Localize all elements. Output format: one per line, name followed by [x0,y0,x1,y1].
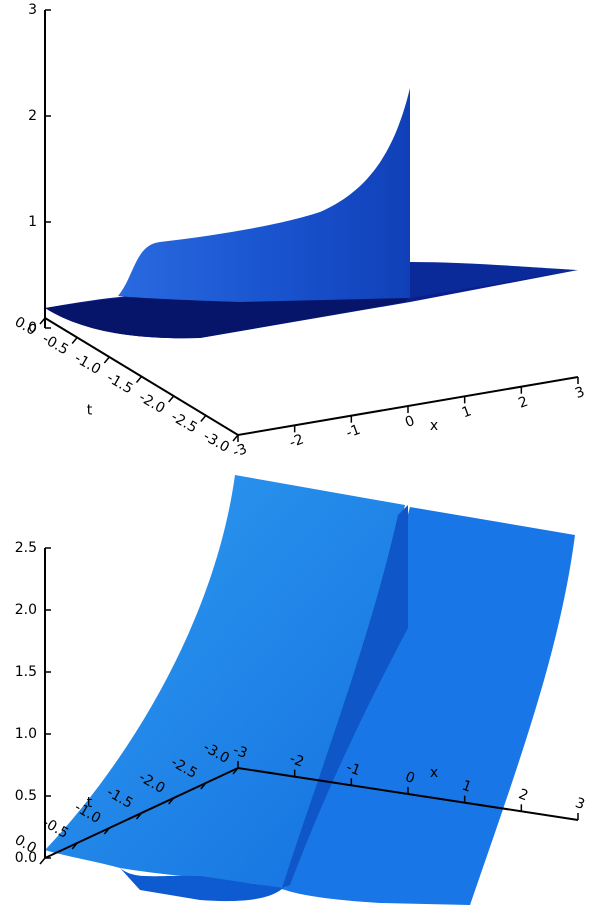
y-tick-label: -2.5 [168,409,200,437]
y-axis-label: t [87,795,93,811]
z-tick-label: 3 [28,2,37,18]
y-tick-label: -3.0 [200,428,232,456]
x-tick-label: 0 [403,413,417,431]
y-tick [232,767,239,775]
y-tick [39,857,46,865]
y-tick-label: -0.5 [39,331,71,359]
x-axis-label: x [430,765,438,781]
x-tick-label: -3 [231,441,250,461]
y-axis-label: t [87,403,93,419]
z-tick-label: 0.0 [15,850,37,866]
y-tick [232,434,239,442]
x-tick-label: -1 [344,759,363,779]
x-tick-label: 2 [516,786,530,804]
y-tick [103,827,110,835]
x-tick-label: -1 [344,422,363,442]
y-tick [71,842,78,850]
surface-right [285,507,575,905]
surface-groove [282,505,408,888]
y-tick-label: -2.0 [136,389,168,417]
y-tick [200,782,207,790]
z-tick-label: 1.5 [15,664,37,680]
y-tick [103,356,110,364]
z-tick-label: 2.0 [15,602,37,618]
surface-sheet [118,88,410,302]
surface-foot [120,868,283,902]
x-axis-label: x [430,418,438,434]
surface-ridge [410,262,578,298]
y-tick-label: -1.5 [104,370,136,398]
x-tick-label: -3 [231,742,250,762]
z-tick-label: 1 [28,214,37,230]
x-tick-label: 3 [573,384,587,402]
y-tick [200,415,207,422]
y-tick [135,812,143,820]
y-tick [168,395,175,403]
surface-left [45,475,405,890]
x-tick-label: -2 [287,431,306,451]
surface-base-dark [45,295,410,339]
x-tick-label: 2 [516,394,530,412]
y-tick [39,317,46,325]
y-tick [168,797,175,805]
z-tick-label: 2.5 [15,540,37,556]
z-tick-label: 0 [28,320,37,336]
y-tick-label: -1.0 [72,350,104,378]
y-tick [135,376,143,383]
z-tick-label: 2 [28,108,37,124]
x-tick-label: 3 [573,795,587,813]
y-tick [71,337,78,344]
z-tick-label: 1.0 [15,726,37,742]
x-tick-label: -2 [287,751,306,771]
z-tick-label: 0.5 [15,788,37,804]
x-tick-label: 1 [460,403,474,421]
